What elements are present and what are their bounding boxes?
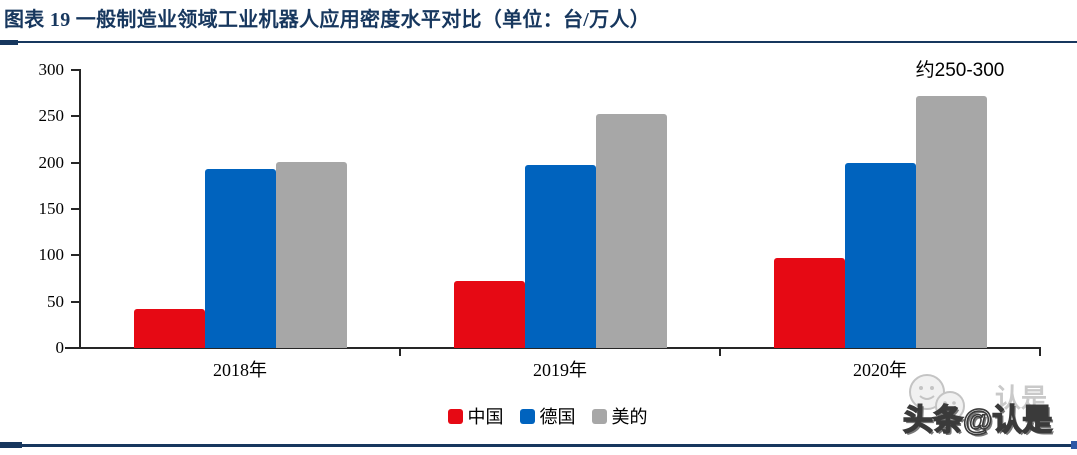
chart-bar: [453, 281, 525, 348]
x-axis-label: 2020年: [853, 360, 907, 380]
chart-legend: 中国 德国 美的: [80, 403, 1015, 429]
legend-swatch: [519, 408, 535, 424]
watermark-ghost-label: 认是: [995, 383, 1048, 413]
chart-bar: [773, 258, 845, 348]
x-tick: [399, 349, 401, 356]
chart-bar: [915, 95, 987, 348]
legend-item: 美的: [591, 403, 648, 429]
y-tick: [71, 208, 79, 210]
y-axis-line: [79, 69, 81, 349]
legend-label: 美的: [611, 407, 648, 427]
y-tick-label: 150: [38, 199, 65, 218]
footer-rule-cap: [1071, 441, 1077, 449]
legend-swatch: [447, 408, 463, 424]
legend-label: 中国: [467, 407, 504, 427]
footer-rule: [0, 444, 1077, 447]
bar-annotation: 约250-300: [915, 60, 1005, 81]
legend-item: 德国: [519, 403, 576, 429]
x-tick: [719, 349, 721, 356]
smiley-faces-icon: [909, 374, 965, 421]
chart-bar: [275, 161, 347, 348]
footer-rule-accent: [0, 442, 22, 448]
y-tick-label: 50: [47, 291, 64, 311]
y-tick: [71, 300, 79, 303]
watermark-label: 头条@认是: [902, 403, 1053, 438]
chart-bar: [844, 162, 916, 348]
y-tick-label: 200: [38, 152, 65, 172]
y-tick: [71, 69, 79, 71]
title-rule: [0, 41, 1077, 43]
chart-bar: [204, 169, 276, 348]
x-tick: [1039, 349, 1041, 356]
y-tick-label: 0: [55, 338, 65, 357]
legend-swatch: [591, 408, 607, 424]
x-axis-label: 2019年: [533, 360, 587, 380]
y-tick: [71, 254, 79, 257]
y-tick-label: 300: [38, 60, 65, 79]
chart-bar: [595, 114, 667, 348]
x-axis-label: 2018年: [213, 360, 267, 380]
y-tick: [71, 161, 79, 164]
legend-item: 中国: [447, 403, 504, 429]
page-title: 图表 19 一般制造业领域工业机器人应用密度水平对比（单位：台/万人）: [4, 9, 651, 31]
legend-label: 德国: [539, 407, 576, 427]
chart-bar: [133, 309, 205, 348]
y-tick-label: 250: [38, 106, 65, 126]
chart-bar: [524, 165, 596, 348]
y-tick: [71, 115, 79, 118]
watermark: 认是 头条@认是: [893, 372, 1077, 440]
y-tick: [71, 347, 79, 349]
x-axis-line: [65, 347, 1041, 349]
y-tick-label: 100: [38, 245, 65, 265]
